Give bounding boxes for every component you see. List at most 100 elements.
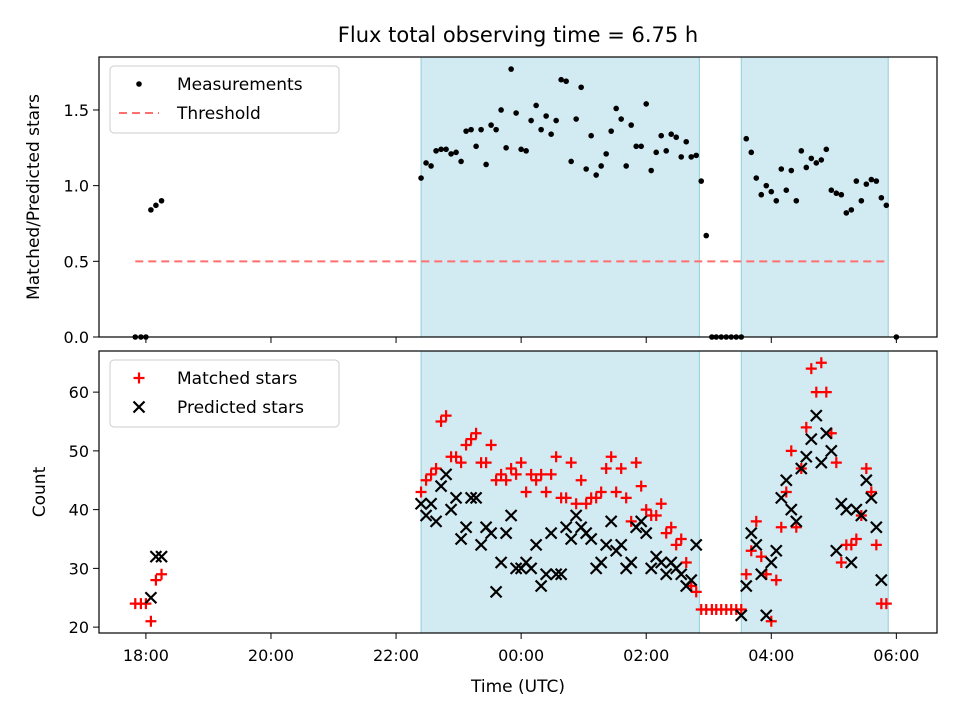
- shaded-interval-1: [420, 350, 700, 634]
- measurement-point: [468, 126, 474, 133]
- predicted-star-point: [840, 503, 853, 516]
- measurement-point: [823, 146, 830, 153]
- predicted-star-point: [144, 591, 158, 605]
- measurement-point: [518, 146, 524, 153]
- predicted-star-point: [594, 556, 608, 569]
- predicted-star-point: [429, 515, 443, 528]
- x-axis-label: Time (UTC): [470, 677, 565, 697]
- axes-frame: [98, 56, 938, 338]
- matched-star-point: [415, 486, 427, 498]
- matched-star-point: [615, 463, 627, 474]
- y-tick-label: 0.5: [64, 252, 89, 271]
- matched-star-point: [610, 486, 622, 498]
- matched-star-point: [605, 451, 617, 463]
- matched-star-point: [835, 557, 847, 568]
- predicted-star-point: [654, 556, 668, 569]
- measurement-point: [448, 151, 454, 157]
- x-tick-label: 06:00: [873, 646, 919, 665]
- matched-star-point: [156, 568, 168, 580]
- matched-star-point: [600, 463, 612, 474]
- matched-star-point: [500, 474, 512, 486]
- measurement-point: [488, 122, 494, 128]
- predicted-star-point: [805, 432, 818, 446]
- predicted-star-point: [534, 579, 548, 593]
- measurement-point: [743, 135, 750, 142]
- legend: Matched stars Predicted stars: [109, 359, 340, 428]
- predicted-star-point: [749, 538, 763, 552]
- count-panel: 20 30 40 50 60 18:00 20:00 22:00 00:00 02:00 04:00…: [30, 350, 938, 665]
- predicted-star-point: [820, 426, 833, 440]
- predicted-star-point: [564, 532, 578, 546]
- predicted-star-point: [424, 497, 438, 511]
- matched-star-point: [845, 539, 857, 551]
- matched-star-point: [750, 515, 762, 527]
- measurement-point: [868, 176, 875, 183]
- measurement-point: [558, 76, 564, 83]
- measurement-point: [498, 107, 504, 113]
- matched-star-point: [550, 451, 562, 463]
- predicted-star-point: [815, 456, 828, 469]
- measurement-point: [828, 187, 835, 193]
- measurement-point: [883, 202, 890, 209]
- measurement-point: [508, 66, 514, 72]
- measurement-point: [418, 175, 424, 181]
- measurement-point: [478, 126, 484, 133]
- measurement-point: [588, 132, 594, 139]
- predicted-star-point: [634, 515, 648, 528]
- legend-box: [109, 65, 340, 134]
- measurement-point: [423, 160, 429, 166]
- predicted-star-point: [474, 538, 488, 552]
- matched-star-point: [595, 486, 607, 498]
- matched-star-point: [785, 445, 797, 457]
- predicted-star-point: [759, 609, 773, 622]
- measurement-point: [693, 152, 700, 159]
- matched-star-point: [790, 521, 802, 533]
- x-tick-label: 18:00: [123, 646, 169, 665]
- measurement-point: [483, 161, 489, 168]
- measurement-point: [618, 116, 624, 122]
- y-tick-label: 30: [69, 559, 89, 578]
- shaded-interval-1: [420, 56, 700, 338]
- measurement-point: [848, 207, 855, 213]
- measurement-point: [683, 138, 690, 145]
- measurement-point: [578, 84, 584, 91]
- measurement-point: [658, 132, 665, 139]
- predicted-star-point: [444, 503, 458, 516]
- predicted-star-point: [509, 562, 523, 575]
- measurement-point: [568, 158, 574, 165]
- y-axis-label: Matched/Predicted stars: [24, 94, 44, 300]
- matched-star-point: [560, 492, 572, 504]
- predicted-star-point: [780, 473, 793, 487]
- measurement-point: [598, 163, 604, 169]
- measurement-point: [153, 202, 159, 209]
- measurement-point: [813, 160, 820, 166]
- measurement-point: [438, 146, 444, 153]
- predicted-star-point: [785, 503, 798, 516]
- matched-star-point: [435, 416, 447, 427]
- matched-star-point: [770, 574, 782, 586]
- matched-star-point: [820, 386, 832, 398]
- predicted-star-point: [529, 538, 543, 552]
- legend-box: [109, 359, 340, 428]
- measurement-point: [623, 163, 629, 169]
- matched-star-point: [865, 486, 877, 498]
- y-tick-label: 0.0: [64, 328, 89, 347]
- measurement-point: [763, 182, 770, 189]
- matched-star-point: [860, 463, 872, 474]
- predicted-star-point: [599, 538, 613, 552]
- x-tick-label: 22:00: [373, 646, 419, 665]
- measurement-point: [673, 134, 680, 141]
- matched-star-point: [430, 463, 442, 474]
- matched-star-point: [570, 498, 582, 510]
- matched-star-point: [425, 468, 437, 480]
- legend-marker-matched: [133, 372, 145, 384]
- predicted-star-point: [449, 491, 463, 505]
- measurement-point: [613, 105, 619, 112]
- matched-star-point: [540, 486, 552, 498]
- measurement-point: [793, 197, 800, 204]
- matched-star-point: [675, 533, 687, 545]
- measurement-point: [748, 149, 755, 156]
- measurement-point: [853, 178, 860, 184]
- measurement-point: [678, 154, 685, 160]
- predicted-star-point: [764, 556, 778, 569]
